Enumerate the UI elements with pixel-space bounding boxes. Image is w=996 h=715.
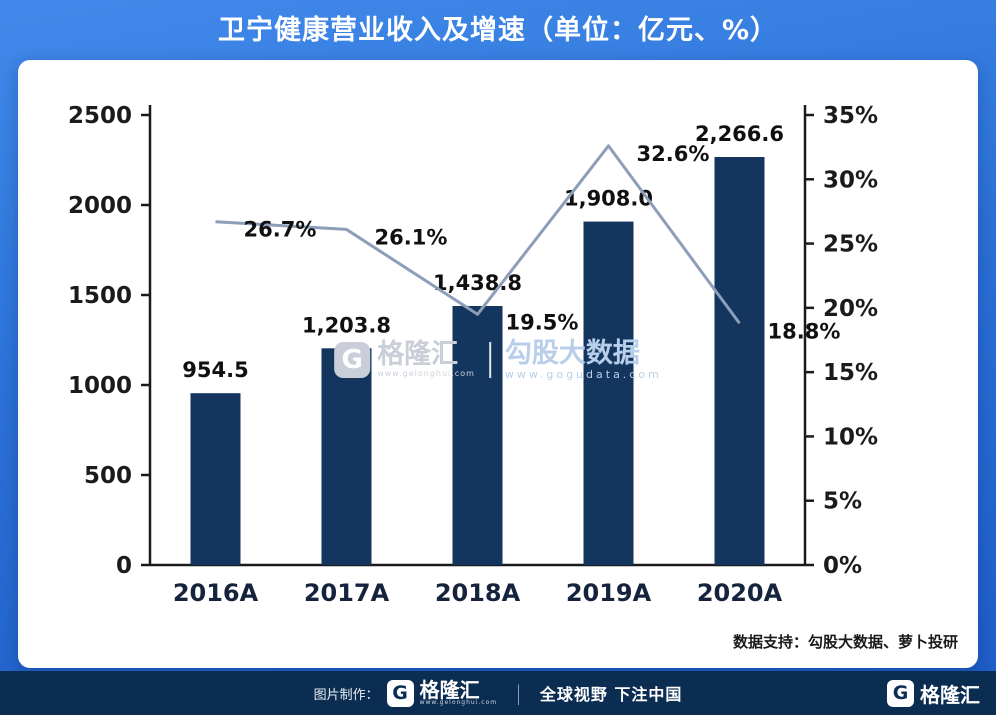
source-note: 数据支持：勾股大数据、萝卜投研 [732,633,958,651]
x-axis-label: 2016A [173,579,259,607]
bar-value-label: 1,908.0 [564,187,653,211]
left-axis-tick-label: 1500 [68,283,132,309]
line-value-label: 32.6% [637,142,710,166]
footer-divider: | [515,681,522,705]
gelonghui-logo-icon: G [887,679,914,707]
bar-2019A [583,221,634,565]
x-axis-label: 2020A [697,579,783,607]
line-value-label: 26.1% [375,225,448,249]
footer-slogan: 全球视野 下注中国 [539,685,683,704]
footer-right-brand: 格隆汇 [920,682,980,707]
right-axis-tick-label: 25% [823,232,878,258]
bar-value-label: 2,266.6 [695,122,784,146]
growth-line [215,144,741,325]
footer-center-group: 图片制作： G 格隆汇 www.gelonghui.com | 全球视野 下注中… [313,678,683,707]
x-axis-label: 2019A [566,579,652,607]
made-by-label: 图片制作： [313,687,379,703]
x-axis-label: 2017A [304,579,390,607]
bar-2017A [321,348,372,565]
bar-2020A [714,157,765,565]
right-axis-tick-label: 15% [823,360,878,386]
footer-right-logo: G 格隆汇 [887,671,980,715]
right-axis-tick-label: 5% [823,489,862,515]
chart-title: 卫宁健康营业收入及增速（单位：亿元、%） [217,15,779,46]
left-axis-tick-label: 0 [116,553,132,579]
line-value-label: 19.5% [506,310,579,334]
right-axis-tick-label: 30% [823,167,878,193]
line-value-label: 18.8% [768,319,841,343]
gelonghui-logo-icon: G [386,679,414,707]
right-axis-tick-label: 35% [823,103,878,129]
chart-card: 0 500 1000 1500 2000 2500 0% 5% 10% 15% 20% 25% 30% 3… [18,60,978,668]
right-axis-tick-label: 20% [823,296,878,322]
x-axis-label: 2018A [435,579,521,607]
right-axis-tick-label: 10% [823,424,878,450]
bar-2018A [452,306,503,565]
bar-2016A [190,393,241,565]
left-axis-tick-label: 1000 [68,373,132,399]
bar-value-label: 954.5 [182,358,248,382]
footer-brand-url: www.gelonghui.com [419,699,498,706]
left-axis-tick-label: 500 [84,463,132,489]
revenue-growth-chart: 0 500 1000 1500 2000 2500 0% 5% 10% 15% 20% 25% 30% 3… [68,103,878,607]
left-axis-tick-label: 2500 [68,103,132,129]
line-value-label: 26.7% [244,218,317,242]
footer-gelonghui-logo: G 格隆汇 www.gelonghui.com [386,678,498,707]
footer-bar: 图片制作： G 格隆汇 www.gelonghui.com | 全球视野 下注中… [0,671,996,715]
bar-value-label: 1,203.8 [302,313,391,337]
left-axis-tick-label: 2000 [68,193,132,219]
footer-brand: 格隆汇 [419,678,480,702]
right-axis-tick-label: 0% [823,553,862,579]
